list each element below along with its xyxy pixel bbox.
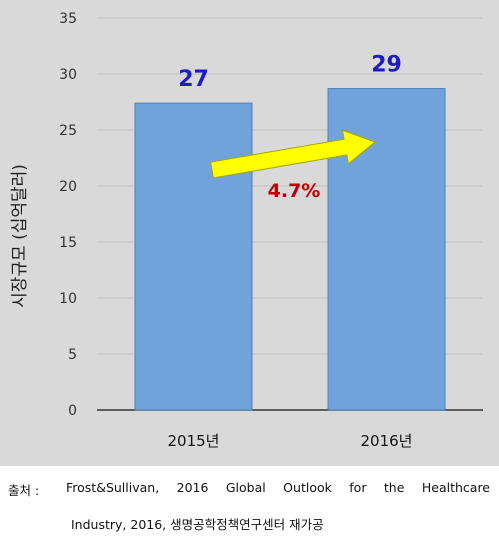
y-tick-label: 10	[59, 291, 77, 307]
x-tick-label: 2015년	[168, 432, 220, 450]
y-axis-title: 시장규모 (십억달러)	[10, 164, 30, 308]
data-label: 27	[178, 67, 209, 92]
source-line-2: Industry, 2016, 생명공학정책연구센터 재가공	[71, 517, 324, 532]
bar-chart: 0 5 10 15 20 25 30 35 27 2015년 29 2016년 4.7% 시장규모 …	[10, 11, 483, 450]
x-tick-label: 2016년	[361, 432, 413, 450]
bar	[134, 102, 253, 411]
y-tick-label: 35	[59, 11, 77, 27]
y-tick-label: 25	[59, 123, 77, 139]
y-tick-label: 20	[59, 179, 77, 195]
y-tick-label: 30	[59, 67, 77, 83]
y-tick-label: 0	[68, 403, 77, 419]
growth-rate-label: 4.7%	[268, 180, 321, 202]
y-tick-label: 5	[68, 347, 77, 363]
source-line-1: 출처 : Frost&Sullivan, 2016 Global Outlook…	[8, 480, 490, 499]
y-tick-label: 15	[59, 235, 77, 251]
data-label: 29	[371, 53, 402, 78]
chart-area: 0 5 10 15 20 25 30 35 27 2015년 29 2016년 4.7% 시장규모 …	[0, 0, 499, 466]
source-text-1: Frost&Sullivan, 2016 Global Outlook for …	[66, 480, 490, 495]
growth-arrow	[210, 129, 376, 179]
bar	[327, 88, 446, 411]
source-label: 출처 :	[8, 483, 40, 498]
